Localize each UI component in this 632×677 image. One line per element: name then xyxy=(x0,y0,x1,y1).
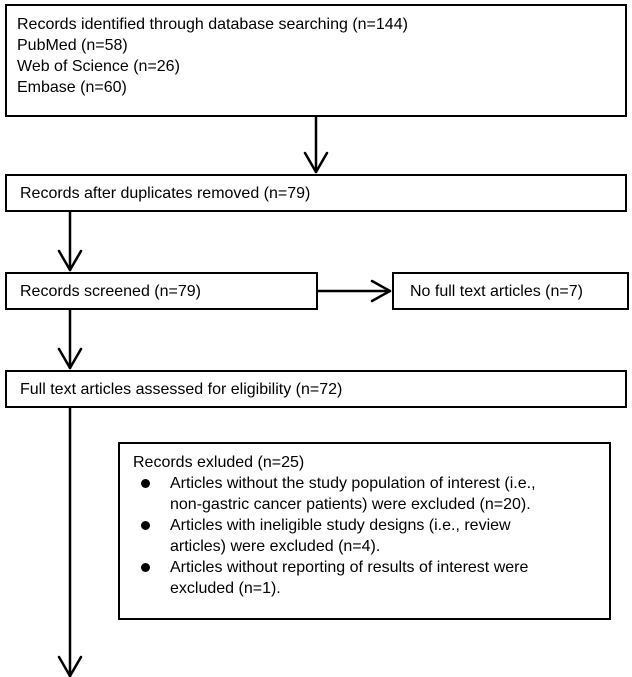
exclusion-reason-line: excluded (n=1). xyxy=(170,580,281,597)
no-full-text-box: No full text articles (n=7) xyxy=(392,272,629,310)
arrow-identified-to-duplicates xyxy=(303,115,329,174)
source-embase: Embase (n=60) xyxy=(17,79,127,96)
records-excluded-box: Records exluded (n=25) Articles without … xyxy=(118,442,611,620)
exclusion-reason-line: articles) were excluded (n=4). xyxy=(170,538,381,555)
arrow-full-text-downward xyxy=(57,406,83,677)
full-text-assessed-box: Full text articles assessed for eligibil… xyxy=(5,370,627,408)
exclusion-reasons-list: Articles without the study population of… xyxy=(133,473,599,599)
records-screened-box: Records screened (n=79) xyxy=(5,272,318,310)
exclusion-reason-line: Articles without the study population of… xyxy=(170,475,536,492)
exclusion-reason-item: Articles without the study population of… xyxy=(133,473,599,515)
bullet-icon xyxy=(141,479,150,488)
exclusion-reason-line: Articles with ineligible study designs (… xyxy=(170,517,511,534)
exclusion-reason-item: Articles with ineligible study designs (… xyxy=(133,515,599,557)
exclusion-reason-line: Articles without reporting of results of… xyxy=(170,559,529,576)
arrow-duplicates-to-screened xyxy=(57,210,83,272)
exclusion-reason-line: non-gastric cancer patients) were exclud… xyxy=(170,496,531,513)
bullet-icon xyxy=(141,521,150,530)
arrow-screened-to-no-full-text xyxy=(316,279,392,303)
full-text-assessed-label: Full text articles assessed for eligibil… xyxy=(20,381,343,398)
no-full-text-label: No full text articles (n=7) xyxy=(410,283,583,300)
source-pubmed: PubMed (n=58) xyxy=(17,37,128,54)
records-screened-label: Records screened (n=79) xyxy=(20,283,201,300)
records-excluded-title: Records exluded (n=25) xyxy=(133,454,305,471)
exclusion-reason-item: Articles without reporting of results of… xyxy=(133,557,599,599)
records-identified-title: Records identified through database sear… xyxy=(17,16,408,33)
source-web-of-science: Web of Science (n=26) xyxy=(17,58,180,75)
arrow-screened-to-full-text xyxy=(57,308,83,370)
duplicates-removed-label: Records after duplicates removed (n=79) xyxy=(20,185,311,202)
bullet-icon xyxy=(141,563,150,572)
duplicates-removed-box: Records after duplicates removed (n=79) xyxy=(5,174,627,212)
records-identified-box: Records identified through database sear… xyxy=(5,4,627,117)
